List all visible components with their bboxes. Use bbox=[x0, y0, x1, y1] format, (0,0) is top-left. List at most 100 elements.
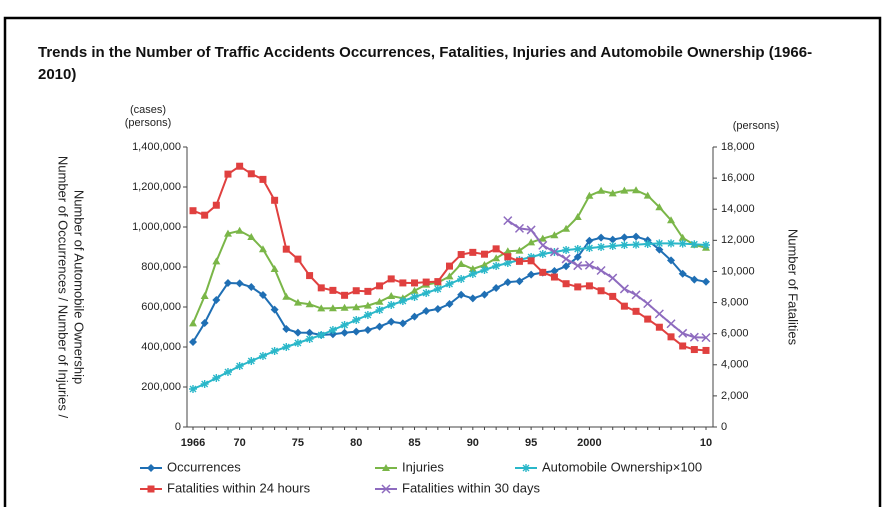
data-point bbox=[690, 346, 698, 354]
data-point bbox=[352, 316, 361, 324]
y2-tick-label: 8,000 bbox=[721, 296, 749, 308]
data-point bbox=[678, 239, 687, 248]
data-point bbox=[480, 261, 489, 268]
data-point bbox=[620, 233, 629, 242]
data-point bbox=[293, 298, 302, 306]
data-point bbox=[702, 277, 710, 286]
y2-tick-label: 2,000 bbox=[721, 390, 749, 402]
legend-marker bbox=[147, 464, 155, 472]
data-point bbox=[573, 245, 582, 253]
y2-tick-label: 14,000 bbox=[721, 203, 755, 215]
data-point bbox=[271, 196, 279, 204]
data-point bbox=[293, 339, 302, 347]
data-point bbox=[364, 287, 372, 295]
data-point bbox=[433, 285, 442, 293]
data-point bbox=[574, 283, 582, 291]
y-tick-label: 1,400,000 bbox=[132, 141, 181, 153]
data-point bbox=[375, 306, 384, 314]
data-point bbox=[363, 326, 372, 334]
data-point bbox=[305, 328, 314, 337]
data-point bbox=[597, 287, 605, 295]
data-point bbox=[620, 241, 629, 249]
data-point bbox=[189, 319, 197, 327]
legend-label: Injuries bbox=[402, 459, 444, 474]
data-point bbox=[212, 374, 221, 382]
data-point bbox=[573, 253, 582, 261]
data-point bbox=[701, 333, 711, 343]
data-point bbox=[363, 311, 372, 319]
data-point bbox=[212, 257, 221, 265]
data-point bbox=[550, 267, 559, 275]
chart-title: Trends in the Number of Traffic Accident… bbox=[38, 44, 813, 83]
legend-label: Fatalities within 30 days bbox=[402, 480, 541, 495]
data-point bbox=[538, 250, 547, 258]
data-point bbox=[655, 245, 664, 254]
y2-tick-label: 6,000 bbox=[721, 328, 749, 340]
data-point bbox=[549, 247, 559, 257]
data-point bbox=[620, 302, 628, 310]
data-point bbox=[702, 346, 710, 354]
legend: Occurrences Injuries Automobile Ownership×… bbox=[140, 459, 702, 495]
data-point bbox=[504, 253, 512, 261]
data-point bbox=[445, 280, 454, 288]
data-point bbox=[538, 234, 547, 242]
data-point bbox=[410, 293, 419, 301]
data-point bbox=[527, 270, 536, 279]
x-tick-label: 90 bbox=[467, 437, 479, 449]
data-point bbox=[212, 296, 221, 304]
y2-tick-label: 12,000 bbox=[721, 234, 755, 246]
data-point bbox=[445, 300, 454, 308]
data-point bbox=[619, 284, 629, 294]
data-point bbox=[223, 229, 232, 237]
data-point bbox=[247, 233, 256, 240]
data-point bbox=[422, 307, 431, 315]
x-tick-label: 10 bbox=[700, 437, 712, 449]
data-point bbox=[631, 290, 641, 300]
data-point bbox=[305, 300, 314, 308]
data-point bbox=[434, 278, 442, 286]
data-point bbox=[562, 246, 571, 254]
y-tick-label: 1,000,000 bbox=[132, 221, 181, 233]
data-point bbox=[678, 233, 687, 241]
data-point bbox=[550, 273, 558, 281]
frame bbox=[3, 16, 882, 507]
data-point bbox=[596, 265, 606, 276]
y2-tick-label: 4,000 bbox=[721, 359, 749, 371]
data-point bbox=[399, 279, 407, 287]
x-tick-label: 2000 bbox=[577, 437, 601, 449]
data-point bbox=[561, 254, 571, 264]
data-point bbox=[643, 191, 652, 199]
data-point bbox=[457, 251, 465, 259]
data-point bbox=[562, 262, 571, 271]
data-point bbox=[597, 243, 606, 251]
data-point bbox=[422, 278, 430, 286]
data-point bbox=[538, 240, 548, 250]
data-point bbox=[445, 272, 454, 280]
data-point bbox=[608, 189, 617, 197]
x-tick-label: 75 bbox=[292, 437, 304, 449]
data-point bbox=[200, 292, 209, 299]
data-point bbox=[201, 211, 209, 219]
y-unit: (cases) bbox=[130, 104, 166, 116]
data-point bbox=[585, 244, 594, 252]
y2-tick-label: 0 bbox=[721, 421, 727, 433]
y-tick-label: 600,000 bbox=[141, 301, 181, 313]
data-point bbox=[270, 347, 279, 355]
data-point bbox=[644, 315, 652, 323]
data-point bbox=[679, 342, 687, 350]
legend-label: Fatalities within 24 hours bbox=[167, 480, 311, 495]
data-point bbox=[632, 232, 641, 241]
data-point bbox=[189, 207, 197, 215]
data-point bbox=[223, 368, 232, 376]
data-point bbox=[235, 362, 244, 370]
legend-marker bbox=[147, 485, 155, 493]
data-point bbox=[667, 256, 676, 265]
y2-tick-label: 18,000 bbox=[721, 141, 755, 153]
data-point bbox=[317, 304, 326, 312]
y-tick-label: 1,200,000 bbox=[132, 181, 181, 193]
data-point bbox=[702, 241, 710, 249]
data-point bbox=[422, 289, 431, 297]
data-point bbox=[352, 327, 361, 336]
y-axis-label: Number of Automobile Ownership bbox=[72, 190, 87, 384]
